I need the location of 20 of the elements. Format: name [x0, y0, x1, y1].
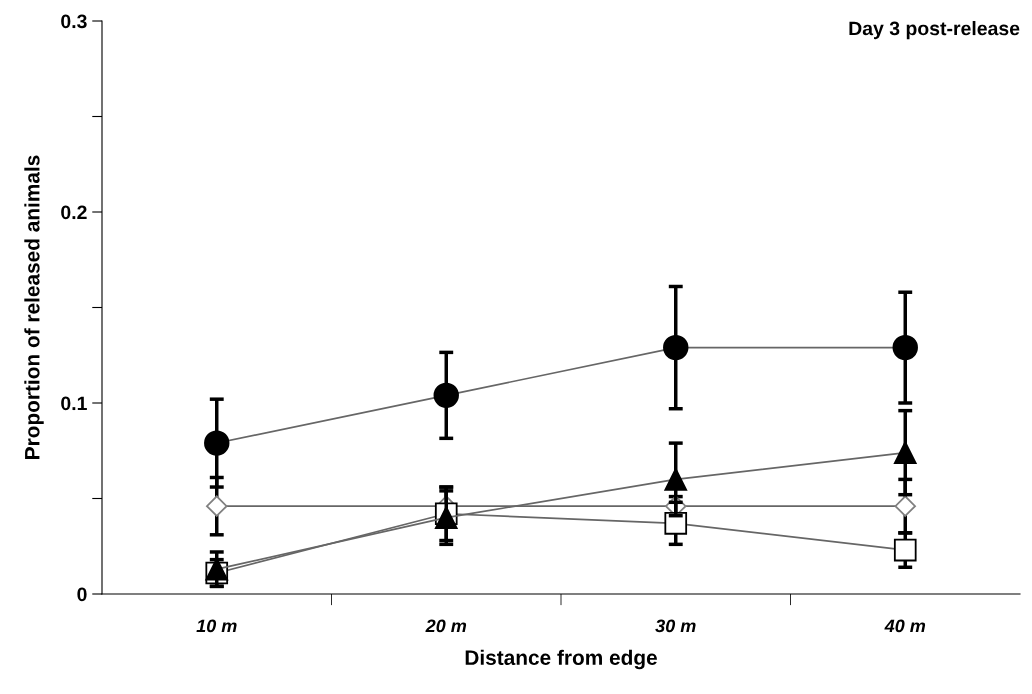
point — [894, 495, 916, 517]
x-axis-title: Distance from edge — [465, 649, 657, 670]
point — [206, 495, 228, 517]
y-tick-label: 0.3 — [61, 14, 87, 29]
point — [893, 441, 917, 464]
point — [663, 334, 689, 361]
point — [204, 430, 230, 456]
y-tick-label: 0.2 — [61, 205, 87, 220]
point — [433, 382, 459, 409]
x-tick-label: 40 m — [884, 619, 926, 633]
point — [892, 334, 918, 361]
x-tick-label: 30 m — [655, 619, 696, 633]
x-tick-label: 10 m — [196, 619, 237, 633]
chart-title: Day 3 post-release — [849, 21, 1020, 40]
point — [893, 538, 917, 562]
x-tick-label: 20 m — [425, 619, 467, 633]
y-tick-label: 0 — [77, 587, 87, 602]
y-tick-label: 0.1 — [61, 396, 87, 411]
y-axis-title: Proportion of released animals — [24, 155, 44, 459]
point — [664, 468, 688, 491]
